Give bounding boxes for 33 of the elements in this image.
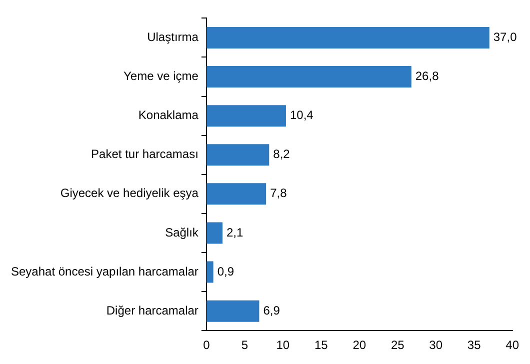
y-tick-label: Diğer harcamalar <box>106 303 198 318</box>
x-tick-label: 30 <box>429 338 443 352</box>
y-tick-label: Konaklama <box>138 108 199 122</box>
bar <box>206 183 266 205</box>
bar <box>206 144 270 166</box>
data-label: 26,8 <box>415 69 440 84</box>
bar <box>206 222 222 244</box>
data-label: 0,9 <box>217 264 234 278</box>
y-tick-label: Giyecek ve hediyelik eşya <box>60 186 199 200</box>
y-tick-label: Sağlık <box>165 225 200 240</box>
x-tick-label: 0 <box>203 338 210 352</box>
x-tick-label: 5 <box>241 338 248 352</box>
data-label: 2,1 <box>226 225 244 240</box>
x-tick-label: 40 <box>506 338 520 352</box>
x-tick-label: 35 <box>467 338 482 352</box>
x-tick-label: 10 <box>276 338 290 352</box>
data-label: 6,9 <box>263 303 280 318</box>
bar <box>206 26 490 48</box>
data-label: 10,4 <box>290 108 314 122</box>
data-label: 37,0 <box>493 30 518 44</box>
y-tick-label: Seyahat öncesi yapılan harcamalar <box>10 264 198 278</box>
x-tick-label: 20 <box>352 338 366 352</box>
bar <box>206 261 214 283</box>
bar <box>206 300 260 322</box>
bar <box>206 66 412 88</box>
x-tick-label: 25 <box>390 338 405 352</box>
data-label: 8,2 <box>273 147 290 162</box>
y-tick-label: Yeme ve içme <box>124 69 199 84</box>
bar <box>206 105 286 127</box>
x-tick-label: 15 <box>314 338 328 352</box>
data-label: 7,8 <box>270 186 288 200</box>
y-tick-label: Ulaştırma <box>147 30 199 44</box>
y-tick-label: Paket tur harcaması <box>91 147 198 162</box>
